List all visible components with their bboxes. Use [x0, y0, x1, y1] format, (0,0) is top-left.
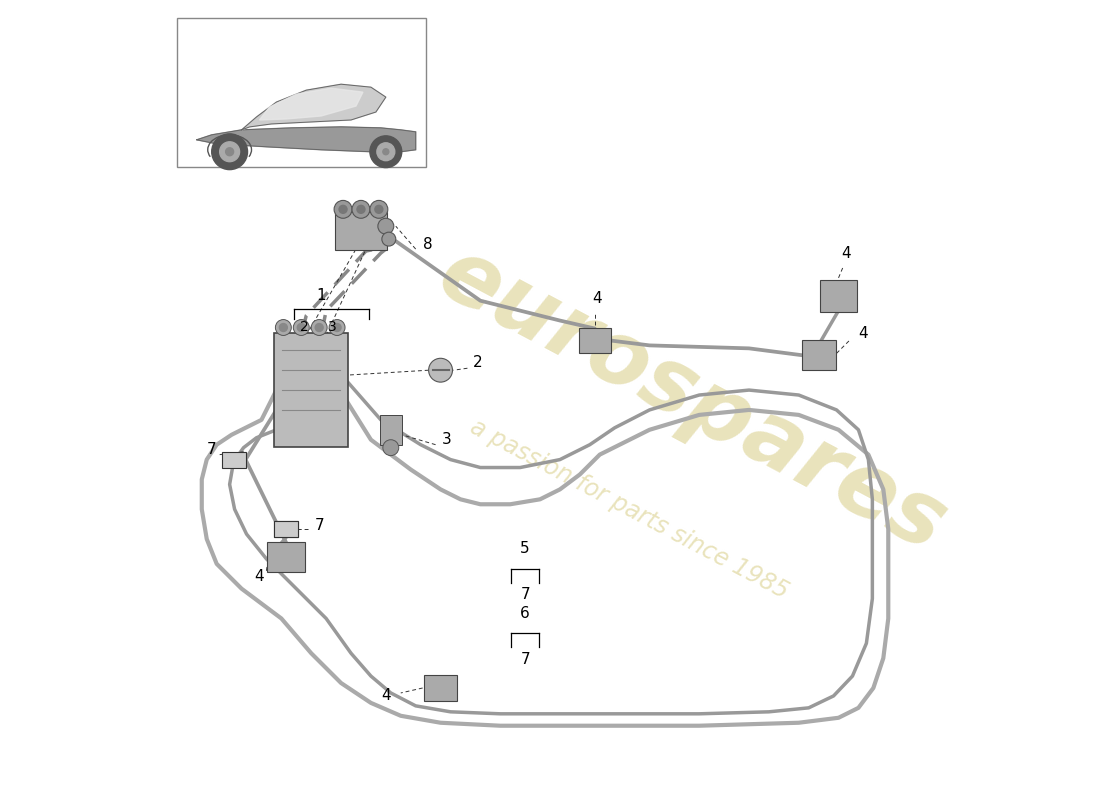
Text: 3: 3 — [442, 432, 451, 447]
Circle shape — [294, 319, 309, 335]
Text: 5: 5 — [520, 542, 530, 557]
Text: 2: 2 — [300, 319, 309, 334]
Circle shape — [429, 358, 452, 382]
Text: a passion for parts since 1985: a passion for parts since 1985 — [466, 415, 793, 604]
Text: 6: 6 — [520, 606, 530, 621]
FancyBboxPatch shape — [267, 542, 305, 572]
Circle shape — [333, 323, 341, 331]
Text: 7: 7 — [207, 442, 217, 457]
FancyBboxPatch shape — [274, 334, 348, 446]
Text: 4: 4 — [592, 291, 602, 306]
Text: 4: 4 — [842, 246, 851, 261]
Circle shape — [316, 323, 323, 331]
Text: 8: 8 — [422, 237, 432, 251]
Circle shape — [211, 134, 248, 170]
FancyBboxPatch shape — [802, 341, 836, 370]
Text: 7: 7 — [315, 518, 324, 533]
Circle shape — [329, 319, 345, 335]
Bar — [274, 521, 298, 537]
Circle shape — [370, 136, 402, 168]
Polygon shape — [242, 84, 386, 130]
Text: 3: 3 — [328, 319, 337, 334]
Circle shape — [297, 323, 305, 331]
FancyBboxPatch shape — [336, 212, 387, 250]
Circle shape — [358, 206, 365, 214]
Text: 1: 1 — [317, 288, 326, 303]
Bar — [222, 452, 245, 467]
Bar — [274, 521, 298, 537]
FancyBboxPatch shape — [579, 327, 610, 354]
Text: 4: 4 — [381, 689, 390, 703]
Circle shape — [370, 200, 388, 218]
Circle shape — [311, 319, 327, 335]
Polygon shape — [197, 127, 416, 152]
FancyBboxPatch shape — [379, 415, 401, 445]
Circle shape — [339, 206, 346, 214]
Bar — [177, 18, 426, 166]
Circle shape — [279, 323, 287, 331]
Text: 7: 7 — [520, 587, 530, 602]
Circle shape — [382, 232, 396, 246]
Circle shape — [383, 149, 388, 154]
Circle shape — [220, 142, 240, 162]
Circle shape — [352, 200, 370, 218]
Circle shape — [383, 440, 399, 456]
Text: 2: 2 — [473, 354, 482, 370]
Text: 4: 4 — [859, 326, 868, 341]
Circle shape — [375, 206, 383, 214]
Circle shape — [378, 218, 394, 234]
Circle shape — [226, 148, 233, 156]
FancyBboxPatch shape — [424, 675, 458, 701]
Text: 4: 4 — [255, 570, 264, 584]
Circle shape — [377, 142, 395, 161]
Polygon shape — [260, 88, 363, 120]
Text: 7: 7 — [520, 652, 530, 666]
Text: eurospares: eurospares — [424, 230, 960, 570]
Circle shape — [275, 319, 292, 335]
FancyBboxPatch shape — [820, 280, 857, 312]
Circle shape — [334, 200, 352, 218]
